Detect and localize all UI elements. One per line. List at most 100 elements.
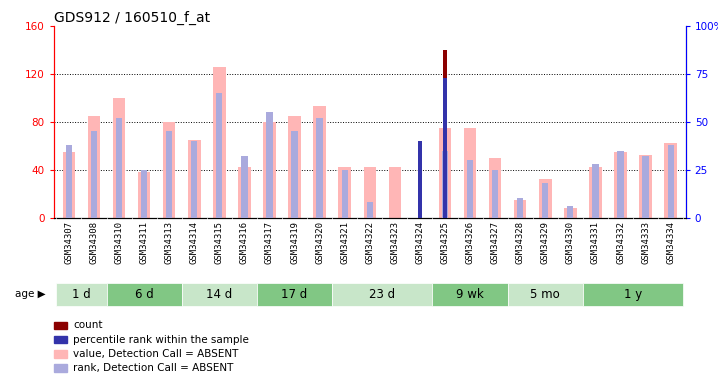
Bar	[54, 364, 67, 372]
Text: GSM34330: GSM34330	[566, 220, 575, 264]
Bar	[489, 158, 501, 218]
Text: GSM34331: GSM34331	[591, 220, 600, 264]
Bar	[332, 283, 432, 306]
Bar	[643, 156, 648, 218]
Bar	[418, 141, 422, 218]
Text: 6 d: 6 d	[135, 288, 154, 301]
Bar	[539, 179, 551, 218]
Text: value, Detection Call = ABSENT: value, Detection Call = ABSENT	[73, 349, 238, 359]
Text: 5 mo: 5 mo	[531, 288, 560, 301]
Bar	[443, 78, 447, 218]
Bar	[116, 118, 122, 218]
Bar	[443, 50, 447, 217]
Bar	[66, 145, 72, 218]
Bar	[668, 145, 673, 218]
Bar	[464, 128, 476, 218]
Text: count: count	[73, 320, 103, 330]
Bar	[238, 167, 251, 217]
Text: 23 d: 23 d	[369, 288, 396, 301]
Bar	[216, 93, 223, 218]
Text: GSM34314: GSM34314	[190, 220, 199, 264]
Bar	[467, 160, 473, 218]
Text: GSM34332: GSM34332	[616, 220, 625, 264]
Bar	[313, 106, 326, 218]
Bar	[517, 198, 523, 217]
Text: GSM34316: GSM34316	[240, 220, 249, 264]
Bar	[564, 208, 577, 218]
Bar	[292, 132, 298, 218]
Text: 1 y: 1 y	[624, 288, 642, 301]
Bar	[266, 112, 273, 218]
Text: GSM34319: GSM34319	[290, 220, 299, 264]
Text: GSM34328: GSM34328	[516, 220, 525, 264]
Text: age ▶: age ▶	[15, 290, 46, 299]
Text: GSM34307: GSM34307	[65, 220, 73, 264]
Bar	[289, 116, 301, 218]
Text: GSM34327: GSM34327	[490, 220, 500, 264]
Bar	[514, 200, 526, 217]
Text: rank, Detection Call = ABSENT: rank, Detection Call = ABSENT	[73, 363, 233, 373]
Text: GSM34326: GSM34326	[465, 220, 475, 264]
Bar	[338, 167, 351, 217]
Bar	[88, 116, 101, 218]
Bar	[388, 167, 401, 217]
Bar	[166, 132, 172, 218]
Bar	[508, 283, 583, 306]
Bar	[363, 167, 376, 217]
Bar	[617, 150, 624, 217]
Text: GSM34313: GSM34313	[164, 220, 174, 264]
Text: GSM34321: GSM34321	[340, 220, 349, 264]
Text: GSM34315: GSM34315	[215, 220, 224, 264]
Bar	[442, 150, 448, 217]
Bar	[589, 167, 602, 217]
Text: GSM34323: GSM34323	[391, 220, 399, 264]
Bar	[241, 156, 248, 218]
Bar	[54, 322, 67, 329]
Bar	[106, 283, 182, 306]
Text: GSM34320: GSM34320	[315, 220, 324, 264]
Bar	[367, 202, 373, 217]
Text: percentile rank within the sample: percentile rank within the sample	[73, 334, 249, 345]
Bar	[639, 155, 652, 218]
Bar	[113, 98, 126, 218]
Text: 9 wk: 9 wk	[456, 288, 484, 301]
Bar	[56, 283, 106, 306]
Bar	[182, 283, 257, 306]
Bar	[91, 132, 97, 218]
Bar	[54, 350, 67, 358]
Bar	[432, 283, 508, 306]
Bar	[664, 143, 677, 218]
Text: GSM34322: GSM34322	[365, 220, 374, 264]
Text: GSM34308: GSM34308	[90, 220, 98, 264]
Text: GSM34325: GSM34325	[440, 220, 449, 264]
Bar	[54, 336, 67, 344]
Text: 14 d: 14 d	[206, 288, 233, 301]
Bar	[264, 122, 276, 218]
Bar	[163, 122, 175, 218]
Text: GSM34333: GSM34333	[641, 220, 650, 264]
Bar	[213, 67, 225, 218]
Bar	[257, 283, 332, 306]
Bar	[592, 164, 599, 218]
Bar	[418, 152, 422, 217]
Bar	[583, 283, 684, 306]
Bar	[62, 152, 75, 217]
Bar	[542, 183, 549, 218]
Text: GSM34334: GSM34334	[666, 220, 675, 264]
Bar	[141, 170, 147, 217]
Text: GSM34324: GSM34324	[416, 220, 424, 264]
Bar	[342, 170, 348, 217]
Text: GSM34329: GSM34329	[541, 220, 550, 264]
Bar	[439, 128, 451, 218]
Text: GDS912 / 160510_f_at: GDS912 / 160510_f_at	[54, 11, 210, 25]
Bar	[614, 152, 627, 217]
Bar	[492, 170, 498, 217]
Bar	[567, 206, 574, 218]
Bar	[188, 140, 200, 218]
Bar	[191, 141, 197, 218]
Text: GSM34311: GSM34311	[139, 220, 149, 264]
Text: 1 d: 1 d	[72, 288, 90, 301]
Text: 17 d: 17 d	[281, 288, 308, 301]
Text: GSM34317: GSM34317	[265, 220, 274, 264]
Bar	[138, 172, 150, 217]
